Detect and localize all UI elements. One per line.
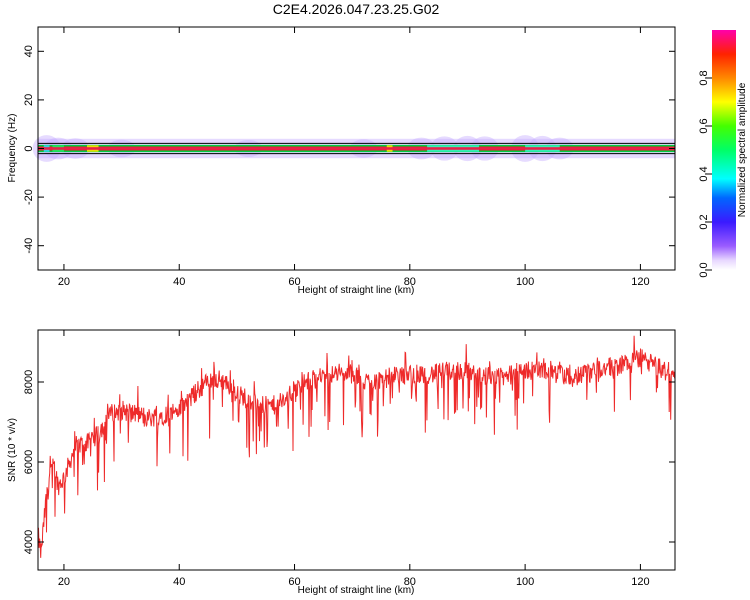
snr-y-tick-label: 6000 xyxy=(23,450,35,474)
spectrogram-panel: 20 40 60 80 100 120 -40 -20 0 20 40 Height of stra… xyxy=(7,26,676,296)
snr-x-tick-label: 40 xyxy=(173,576,185,588)
colorbar-tick-label: 0.2 xyxy=(698,214,710,229)
band-peak xyxy=(38,147,675,150)
spectrogram-y-tick-label: -20 xyxy=(23,189,35,205)
colorbar-tick-label: 0.8 xyxy=(698,70,710,85)
spectrogram-y-axis-title: Frequency (Hz) xyxy=(7,114,18,183)
colorbar-tick-label: 0.4 xyxy=(698,166,710,181)
spectrogram-x-tick-label: 60 xyxy=(288,276,300,288)
spectrogram-y-tick-label: 20 xyxy=(23,94,35,106)
snr-panel: 20 40 60 80 100 120 4000 6000 8000 Height of str… xyxy=(7,329,676,596)
colorbar: 0.0 0.2 0.4 0.6 0.8 Normalized spectral ampl… xyxy=(698,30,748,278)
colorbar-gradient xyxy=(712,30,736,270)
snr-y-tick-label: 4000 xyxy=(23,530,35,554)
colorbar-tick-label: 0.0 xyxy=(698,262,710,277)
snr-plot-area xyxy=(38,330,675,570)
spectrogram-x-tick-label: 120 xyxy=(631,276,649,288)
spectrogram-x-tick-label: 100 xyxy=(516,276,534,288)
spectrogram-x-tick-label: 80 xyxy=(404,276,416,288)
snr-frame xyxy=(37,329,676,571)
spectrogram-y-tick-label: 40 xyxy=(23,45,35,57)
snr-y-tick-label: 8000 xyxy=(23,370,35,394)
chart-title: C2E4.2026.047.23.25.G02 xyxy=(273,1,440,17)
snr-y-axis-title: SNR (10 * v/v) xyxy=(7,418,18,482)
spectrogram-x-tick-label: 20 xyxy=(58,276,70,288)
snr-x-tick-label: 120 xyxy=(631,576,649,588)
snr-x-tick-label: 20 xyxy=(58,576,70,588)
snr-x-tick-label: 100 xyxy=(516,576,534,588)
spectrogram-y-tick-label: -40 xyxy=(23,238,35,254)
snr-x-axis-title: Height of straight line (km) xyxy=(298,585,415,596)
snr-series-line xyxy=(37,335,676,558)
snr-x-tick-label: 60 xyxy=(288,576,300,588)
spectrogram-y-tick-label: 0 xyxy=(23,145,35,151)
spectrogram-x-tick-label: 40 xyxy=(173,276,185,288)
colorbar-tick-label: 0.6 xyxy=(698,118,710,133)
colorbar-label: Normalized spectral amplitude xyxy=(737,82,748,217)
snr-x-tick-label: 80 xyxy=(404,576,416,588)
spectrogram-x-axis-title: Height of straight line (km) xyxy=(298,285,415,296)
